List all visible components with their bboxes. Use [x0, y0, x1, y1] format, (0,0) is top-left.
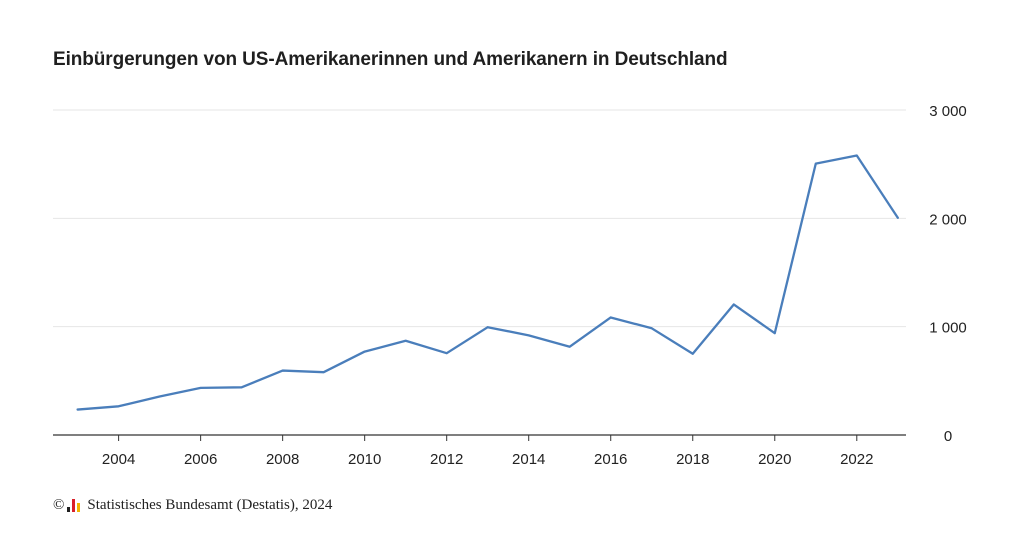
logo-bar-3 [77, 503, 81, 512]
gridlines [53, 109, 906, 328]
x-tick-label: 2022 [840, 451, 873, 468]
data-point-2011 [404, 339, 408, 343]
data-point-2010 [363, 350, 367, 354]
data-point-2003 [76, 408, 80, 412]
x-axis: 2004 2006 2008 2010 2012 2014 2016 2018 2020 2022 [53, 434, 906, 468]
series-lines [76, 154, 900, 412]
source-footer: © Statistisches Bundesamt (Destatis), 20… [53, 497, 332, 514]
data-point-2016 [609, 315, 613, 319]
data-point-2017 [650, 326, 654, 330]
y-tick-label: 3 000 [929, 103, 967, 120]
x-tick-label: 2010 [348, 451, 381, 468]
data-point-2021 [814, 162, 818, 166]
data-point-2014 [527, 333, 531, 337]
x-tick-label: 2014 [512, 451, 545, 468]
data-point-2023 [896, 216, 900, 220]
logo-bar-2 [72, 499, 76, 512]
x-tick-label: 2020 [758, 451, 791, 468]
data-point-2008 [281, 369, 285, 373]
logo-bar-1 [67, 507, 71, 512]
data-point-2005 [158, 395, 162, 399]
chart-title: Einbürgerungen von US-Amerikanerinnen un… [53, 49, 728, 70]
y-axis-tick-labels: 0 1 000 2 000 3 000 [929, 103, 967, 445]
data-point-2018 [691, 352, 695, 356]
x-tick-label: 2004 [102, 451, 135, 468]
data-point-2019 [732, 302, 736, 306]
source-text: Statistisches Bundesamt (Destatis), 2024 [87, 497, 333, 513]
y-tick-label: 1 000 [929, 320, 967, 337]
data-point-2007 [240, 385, 244, 389]
data-point-2020 [773, 331, 777, 335]
destatis-logo-icon [67, 499, 81, 512]
x-tick-label: 2006 [184, 451, 217, 468]
y-tick-label: 0 [944, 428, 952, 445]
data-point-2012 [445, 351, 449, 355]
series-line-0 [76, 154, 899, 411]
data-point-2009 [322, 370, 326, 374]
data-point-2022 [855, 154, 859, 158]
data-point-2004 [117, 404, 121, 408]
data-point-2006 [199, 386, 203, 390]
data-point-2013 [486, 325, 490, 329]
x-tick-label: 2008 [266, 451, 299, 468]
copyright-symbol: © [53, 497, 65, 513]
y-tick-label: 2 000 [929, 211, 967, 228]
data-point-2015 [568, 345, 572, 349]
x-tick-label: 2016 [594, 451, 627, 468]
x-tick-label: 2018 [676, 451, 709, 468]
x-tick-label: 2012 [430, 451, 463, 468]
